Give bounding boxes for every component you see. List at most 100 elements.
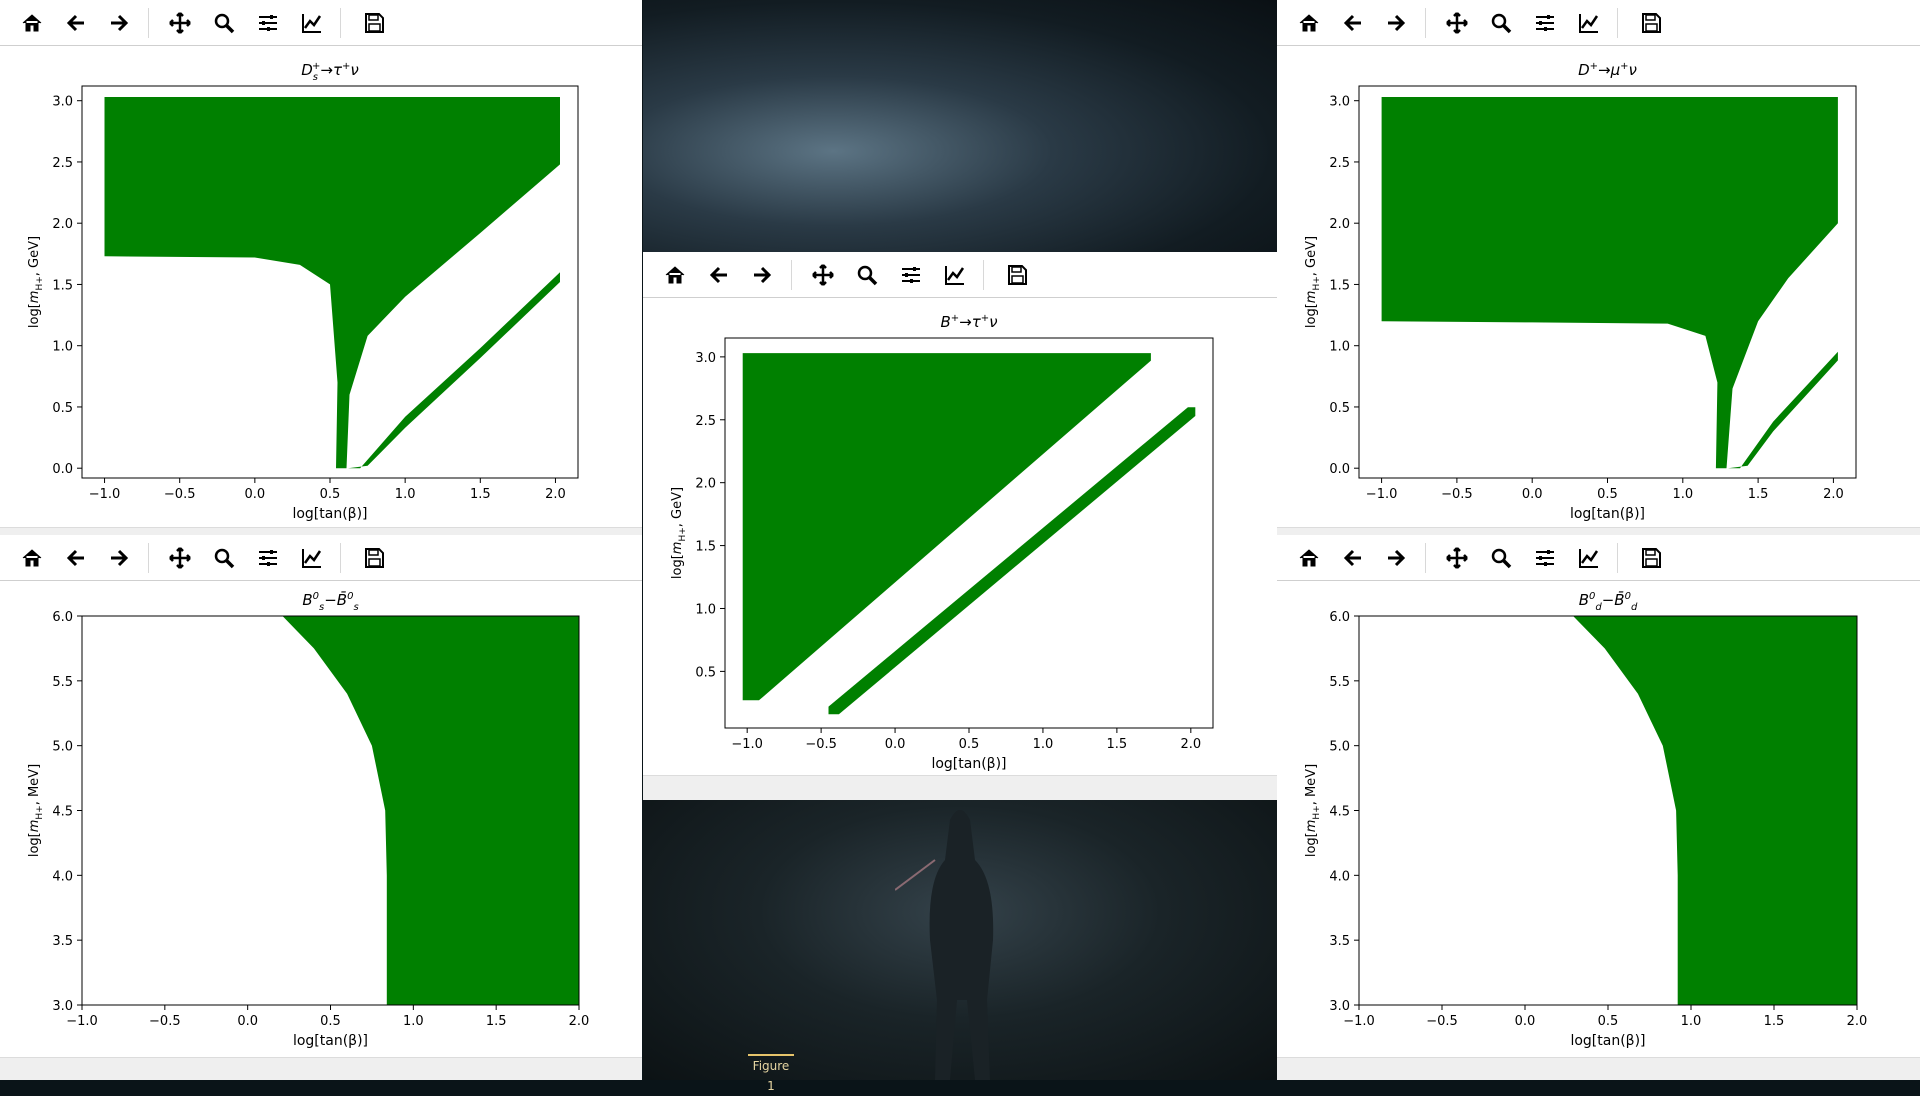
y-axis-label: log[mH+, GeV] <box>27 236 45 328</box>
chart-title: B0d−B̄0d <box>1579 590 1638 613</box>
home-icon <box>22 14 42 32</box>
back-arrow-button[interactable] <box>64 11 88 35</box>
plot-area: −1.0 −0.5 0.0 0.5 1.0 1.5 2.0 3.0 3.5 4.0 4.5 5.0 5.… <box>1277 581 1920 1061</box>
save-button[interactable] <box>1639 11 1663 35</box>
y-tick-label: 1.0 <box>52 340 73 355</box>
zoom-button[interactable] <box>855 263 879 287</box>
zoom-icon <box>214 13 235 34</box>
pan-button[interactable] <box>811 263 835 287</box>
forward-arrow-button[interactable] <box>1384 11 1408 35</box>
x-tick-label: 0.0 <box>245 487 266 502</box>
chart-title: Ds+→τ+ν <box>301 61 359 83</box>
y-tick-label: 6.0 <box>1329 610 1350 625</box>
save-button[interactable] <box>362 11 386 35</box>
x-tick-label: −0.5 <box>164 487 196 502</box>
toolbar-separator <box>1425 8 1426 38</box>
back-arrow-button[interactable] <box>1341 11 1365 35</box>
edit-axes-button[interactable] <box>943 263 967 287</box>
y-axis-label: log[mH+, MeV] <box>27 764 45 857</box>
y-tick-label: 2.5 <box>52 156 73 171</box>
home-button[interactable] <box>20 11 44 35</box>
back-arrow-icon <box>66 549 84 567</box>
edit-axes-button[interactable] <box>1577 546 1601 570</box>
x-tick-label: −0.5 <box>1441 487 1473 502</box>
save-icon <box>1642 13 1661 33</box>
forward-arrow-button[interactable] <box>107 546 131 570</box>
forward-arrow-button[interactable] <box>1384 546 1408 570</box>
taskbar-figure-button[interactable]: Figure 1 <box>748 1054 794 1093</box>
home-button[interactable] <box>1297 11 1321 35</box>
x-tick-label: 1.5 <box>1748 487 1769 502</box>
x-tick-label: 1.0 <box>1681 1014 1702 1029</box>
home-button[interactable] <box>663 263 687 287</box>
x-axis-label: log[tan(β)] <box>1570 506 1645 522</box>
x-tick-label: 0.0 <box>885 737 906 752</box>
toolbar-separator <box>1617 543 1618 573</box>
zoom-button[interactable] <box>1489 546 1513 570</box>
figure-window-bs-mixing: −1.0 −0.5 0.0 0.5 1.0 1.5 2.0 3.0 3.5 4.0 4.5 5.0 5.… <box>0 535 642 1080</box>
zoom-button[interactable] <box>1489 11 1513 35</box>
pan-button[interactable] <box>1445 11 1469 35</box>
pan-icon <box>1446 12 1468 34</box>
zoom-button[interactable] <box>212 11 236 35</box>
back-arrow-button[interactable] <box>707 263 731 287</box>
x-tick-label: 0.0 <box>1522 487 1543 502</box>
x-tick-label: 1.5 <box>1764 1014 1785 1029</box>
plot-area: −1.0 −0.5 0.0 0.5 1.0 1.5 2.0 0.0 0.5 1.0 1.5 2.0 2.… <box>0 46 642 530</box>
figure-toolbar <box>643 252 1277 298</box>
configure-subplots-button[interactable] <box>1533 11 1557 35</box>
figure-toolbar <box>1277 0 1920 46</box>
back-arrow-button[interactable] <box>64 546 88 570</box>
back-arrow-button[interactable] <box>1341 546 1365 570</box>
save-button[interactable] <box>362 546 386 570</box>
edit-axes-button[interactable] <box>300 11 324 35</box>
chart-title: D+→μ+ν <box>1578 61 1637 79</box>
x-axis-label: log[tan(β)] <box>293 1033 368 1049</box>
configure-subplots-button[interactable] <box>256 11 280 35</box>
y-tick-label: 1.0 <box>695 602 716 617</box>
x-tick-label: −0.5 <box>805 737 837 752</box>
x-tick-label: 1.0 <box>1033 737 1054 752</box>
pan-icon <box>169 12 191 34</box>
configure-subplots-button[interactable] <box>1533 546 1557 570</box>
x-tick-label: 1.0 <box>403 1014 424 1029</box>
allowed-region-1 <box>742 353 1151 701</box>
zoom-icon <box>1491 13 1512 34</box>
forward-arrow-button[interactable] <box>107 11 131 35</box>
figure-window-ds-tau-nu: −1.0 −0.5 0.0 0.5 1.0 1.5 2.0 0.0 0.5 1.0 1.5 2.0 2.… <box>0 0 642 550</box>
status-bar <box>1277 1057 1920 1080</box>
figure-toolbar <box>1277 535 1920 581</box>
save-button[interactable] <box>1639 546 1663 570</box>
zoom-icon <box>1491 548 1512 569</box>
x-tick-label: −1.0 <box>66 1014 98 1029</box>
pan-button[interactable] <box>1445 546 1469 570</box>
x-tick-label: 0.5 <box>1598 1014 1619 1029</box>
wallpaper-knight-figure <box>895 810 994 1080</box>
x-tick-label: 0.5 <box>320 487 341 502</box>
back-arrow-icon <box>66 14 84 32</box>
y-tick-label: 2.0 <box>1329 217 1350 232</box>
configure-subplots-button[interactable] <box>256 546 280 570</box>
y-tick-label: 2.5 <box>695 414 716 429</box>
x-tick-label: −1.0 <box>731 737 763 752</box>
status-bar <box>0 1057 642 1080</box>
chart-d-mu-nu: −1.0 −0.5 0.0 0.5 1.0 1.5 2.0 0.0 0.5 1.0 1.5 2.0 2.… <box>1304 61 1857 522</box>
forward-arrow-button[interactable] <box>750 263 774 287</box>
x-tick-label: 1.0 <box>1672 487 1693 502</box>
pan-button[interactable] <box>168 11 192 35</box>
x-tick-label: −1.0 <box>89 487 121 502</box>
configure-subplots-button[interactable] <box>899 263 923 287</box>
home-button[interactable] <box>20 546 44 570</box>
y-tick-label: 5.0 <box>1329 740 1350 755</box>
save-button[interactable] <box>1005 263 1029 287</box>
edit-axes-button[interactable] <box>300 546 324 570</box>
home-button[interactable] <box>1297 546 1321 570</box>
edit-axes-button[interactable] <box>1577 11 1601 35</box>
y-tick-label: 3.0 <box>695 351 716 366</box>
edit-axes-icon <box>1579 549 1599 568</box>
x-tick-label: 0.5 <box>1597 487 1618 502</box>
zoom-button[interactable] <box>212 546 236 570</box>
pan-button[interactable] <box>168 546 192 570</box>
y-tick-label: 2.5 <box>1329 156 1350 171</box>
x-tick-label: 2.0 <box>569 1014 590 1029</box>
